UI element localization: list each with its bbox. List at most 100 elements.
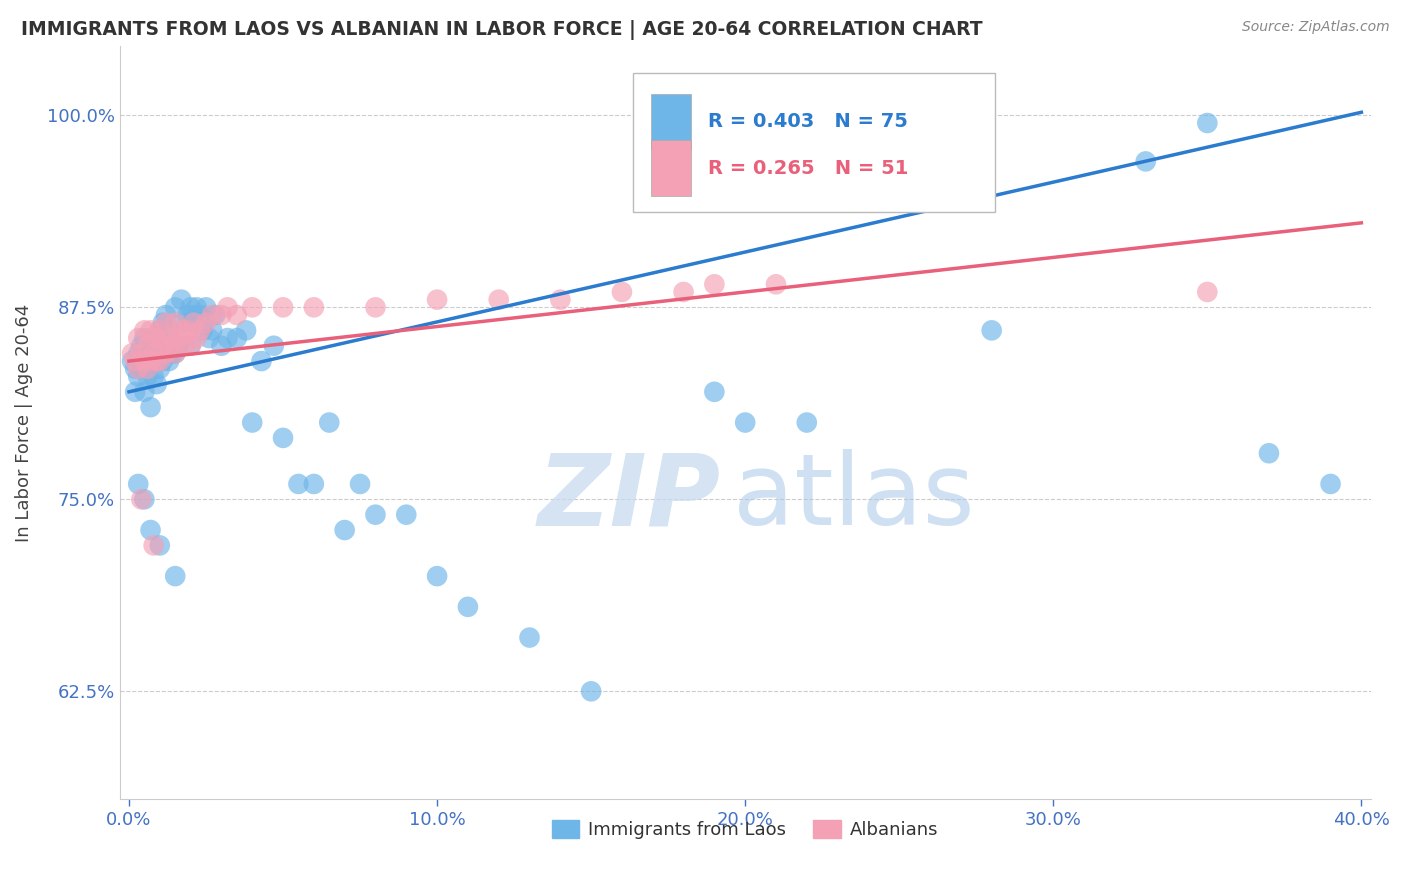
Point (136, 369, 159, 384)
Point (426, 569, 449, 583)
Point (176, 308, 198, 322)
Point (136, 346, 159, 360)
Point (550, 293, 572, 307)
Point (186, 301, 208, 315)
Point (157, 323, 180, 337)
Point (349, 477, 371, 491)
Point (165, 301, 187, 315)
Text: atlas: atlas (733, 450, 974, 546)
Point (155, 308, 177, 322)
Point (734, 416, 756, 430)
Point (124, 354, 146, 368)
Point (134, 492, 156, 507)
Point (180, 339, 202, 353)
Point (149, 323, 172, 337)
Point (191, 323, 214, 337)
Point (145, 331, 167, 345)
Point (134, 354, 156, 368)
Point (225, 331, 247, 345)
Point (703, 384, 725, 399)
Point (488, 293, 510, 307)
Point (1197, 285, 1219, 299)
Point (167, 339, 190, 353)
Point (165, 346, 187, 360)
Point (302, 301, 325, 315)
Point (198, 331, 221, 345)
Point (333, 523, 356, 537)
Point (183, 308, 205, 322)
Point (225, 308, 247, 322)
Point (173, 316, 195, 330)
Point (240, 416, 263, 430)
Point (145, 377, 167, 392)
Point (186, 331, 208, 345)
Point (173, 339, 195, 353)
Point (149, 323, 172, 337)
Point (142, 538, 165, 552)
Point (131, 361, 153, 376)
Point (457, 599, 479, 614)
Point (155, 346, 177, 360)
Point (160, 339, 183, 353)
Point (139, 523, 162, 537)
Point (610, 285, 633, 299)
FancyBboxPatch shape (651, 94, 692, 149)
Point (271, 431, 294, 445)
Point (180, 301, 202, 315)
Point (131, 346, 153, 360)
Point (180, 339, 202, 353)
Point (160, 346, 183, 360)
Point (519, 631, 541, 645)
Point (155, 346, 177, 360)
Text: Source: ZipAtlas.com: Source: ZipAtlas.com (1241, 20, 1389, 34)
Text: R = 0.403   N = 75: R = 0.403 N = 75 (707, 112, 907, 131)
Point (176, 323, 198, 337)
Point (134, 323, 156, 337)
Point (204, 308, 226, 322)
Point (165, 316, 187, 330)
Point (152, 316, 174, 330)
Point (980, 323, 1002, 337)
Point (287, 477, 309, 491)
Point (142, 331, 165, 345)
Point (139, 323, 162, 337)
Point (157, 354, 180, 368)
Point (271, 301, 294, 315)
Point (426, 293, 449, 307)
Point (149, 354, 172, 368)
Point (302, 477, 325, 491)
FancyBboxPatch shape (633, 72, 995, 211)
Point (672, 285, 695, 299)
Text: ZIP: ZIP (537, 450, 720, 546)
Point (152, 354, 174, 368)
Point (121, 346, 143, 360)
Point (124, 361, 146, 376)
Point (796, 416, 818, 430)
Point (134, 384, 156, 399)
Point (1319, 477, 1341, 491)
Point (139, 354, 162, 368)
Point (136, 339, 159, 353)
Point (127, 331, 149, 345)
Point (131, 492, 153, 507)
Point (170, 293, 193, 307)
Point (195, 316, 218, 330)
Point (170, 323, 193, 337)
Point (195, 301, 218, 315)
Point (703, 277, 725, 292)
Point (157, 331, 180, 345)
Point (209, 339, 232, 353)
Point (155, 316, 177, 330)
Point (127, 361, 149, 376)
Point (165, 569, 187, 583)
Point (121, 354, 143, 368)
Point (127, 477, 149, 491)
Point (217, 301, 239, 315)
Text: IMMIGRANTS FROM LAOS VS ALBANIAN IN LABOR FORCE | AGE 20-64 CORRELATION CHART: IMMIGRANTS FROM LAOS VS ALBANIAN IN LABO… (21, 20, 983, 39)
Point (188, 308, 211, 322)
Point (134, 331, 156, 345)
Point (364, 508, 387, 522)
Point (139, 354, 162, 368)
Point (263, 339, 285, 353)
Point (209, 308, 232, 322)
